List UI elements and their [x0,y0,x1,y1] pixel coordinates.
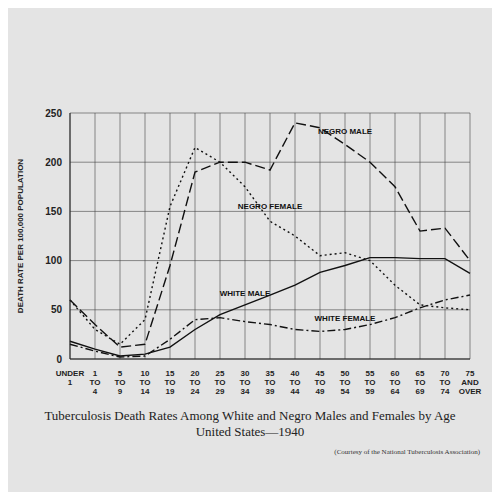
svg-text:DEATH RATE PER 100,000 POPULAT: DEATH RATE PER 100,000 POPULATION [16,159,25,313]
svg-text:30TO34: 30TO34 [240,369,251,396]
html-text:Tuberculosis Death Rates Among: Tuberculosis Death Rates Among White and… [44,408,456,423]
svg-text:1TO4: 1TO4 [90,369,101,396]
svg-text:200: 200 [45,157,62,168]
svg-text:35TO39: 35TO39 [265,369,276,396]
svg-text:50TO54: 50TO54 [340,369,351,396]
svg-text:20TO24: 20TO24 [190,369,201,396]
svg-text:45TO49: 45TO49 [315,369,326,396]
svg-text:250: 250 [45,108,62,119]
html-text:(Courtesy of the National Tube: (Courtesy of the National Tuberculosis A… [334,448,480,456]
svg-text:10TO14: 10TO14 [140,369,151,396]
svg-text:55TO59: 55TO59 [365,369,376,396]
svg-text:25TO29: 25TO29 [215,369,226,396]
svg-text:50: 50 [51,304,63,315]
svg-text:NEGRO MALE: NEGRO MALE [318,127,373,136]
svg-text:UNDER1: UNDER1 [56,369,85,387]
svg-text:WHITE MALE: WHITE MALE [220,289,271,298]
svg-text:40TO44: 40TO44 [290,369,301,396]
svg-text:75ANDOVER: 75ANDOVER [459,369,482,396]
svg-text:NEGRO FEMALE: NEGRO FEMALE [238,202,303,211]
svg-text:70TO74: 70TO74 [440,369,451,396]
svg-text:65TO69: 65TO69 [415,369,426,396]
svg-text:150: 150 [45,206,62,217]
svg-text:0: 0 [56,354,62,365]
svg-text:60TO64: 60TO64 [390,369,401,396]
svg-text:15TO19: 15TO19 [165,369,176,396]
svg-text:5TO9: 5TO9 [115,369,126,396]
svg-text:WHITE FEMALE: WHITE FEMALE [315,314,377,323]
html-text:United States—1940: United States—1940 [195,424,305,439]
svg-text:100: 100 [45,255,62,266]
